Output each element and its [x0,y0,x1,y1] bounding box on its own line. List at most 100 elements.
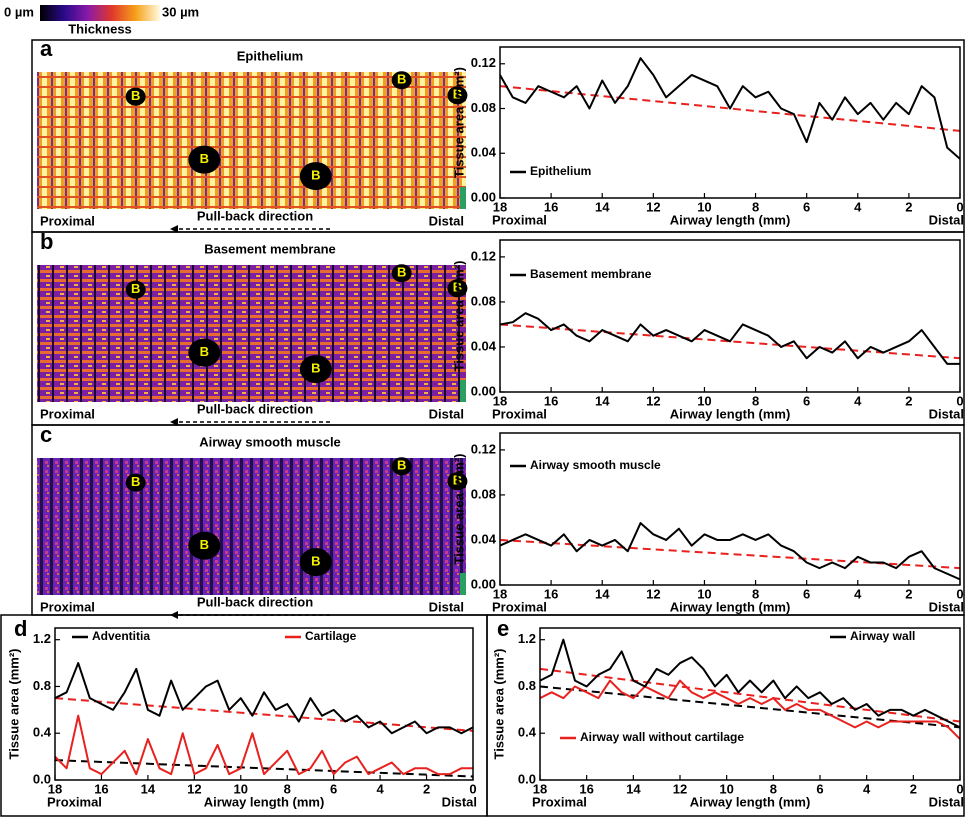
x-tick-label: 16 [94,781,108,796]
x-end-label: Distal [929,212,964,227]
y-axis-label: Tissue area (mm²) [491,648,506,759]
bronchiole [391,457,412,476]
bronchiole [391,71,412,90]
x-tick-label: 4 [854,199,862,214]
direction-label: Pull-back direction [197,594,313,609]
x-tick-label: 8 [752,586,759,601]
scale-marker [460,187,466,209]
scale-marker [460,380,466,402]
bronchiole [188,338,221,367]
x-tick-label: 0 [956,393,963,408]
x-start-label: Proximal [532,794,587,809]
panel-letter: a [40,36,53,61]
x-tick-label: 14 [141,781,156,796]
x-tick-label: 12 [673,781,687,796]
bronchiole-label: B [200,537,209,552]
legend-label: Airway wall [850,629,915,643]
x-axis-label: Airway length (mm) [690,794,811,809]
x-tick-label: 16 [544,199,558,214]
y-tick-label: 0.4 [518,725,537,740]
x-tick-label: 10 [697,586,711,601]
series-line [54,662,474,735]
x-tick-label: 16 [544,393,558,408]
plot-frame [539,627,961,781]
x-tick-label: 18 [493,393,507,408]
bronchiole-label: B [397,458,406,473]
x-tick-label: 18 [533,781,547,796]
colorbar [40,5,160,21]
bronchiole-label: B [131,88,140,103]
x-tick-label: 6 [803,586,810,601]
proximal-label: Proximal [40,406,95,421]
x-tick-label: 10 [234,781,248,796]
colorbar-title: Thickness [68,21,132,36]
y-tick-label: 0.00 [471,189,496,204]
bronchiole-label: B [311,554,320,569]
thickness-map [37,265,466,402]
x-end-label: Distal [929,599,964,614]
x-tick-label: 10 [697,393,711,408]
x-end-label: Distal [929,406,964,421]
colorbar-max: 30 µm [162,4,199,19]
x-tick-label: 14 [595,586,610,601]
y-tick-label: 0.04 [471,338,497,353]
x-tick-label: 6 [330,781,337,796]
y-tick-label: 0.08 [471,293,496,308]
trend-line [539,667,961,723]
distal-label: Distal [429,213,464,228]
bronchiole-label: B [453,280,462,295]
y-tick-label: 0.04 [471,145,497,160]
y-tick-label: 0.12 [471,55,496,70]
y-tick-label: 1.2 [33,631,51,646]
y-tick-label: 0.0 [33,771,51,786]
bronchiole [391,264,412,283]
bronchiole [447,279,468,298]
trend-line [499,538,961,570]
x-start-label: Proximal [492,406,547,421]
series-line [499,57,961,160]
scale-marker [460,573,466,595]
bronchiole-label: B [200,151,209,166]
panel-frame [486,614,965,817]
x-tick-label: 0 [469,781,476,796]
bronchiole [125,473,146,492]
x-tick-label: 4 [863,781,871,796]
bronchiole-label: B [131,474,140,489]
x-tick-label: 16 [544,586,558,601]
y-tick-label: 0.12 [471,441,496,456]
thickness-map [37,72,466,209]
panel-letter: c [40,422,52,447]
panel-letter: e [497,616,509,641]
plot-frame [499,239,961,393]
y-tick-label: 0.0 [518,771,536,786]
bronchiole-label: B [311,361,320,376]
y-tick-label: 0.08 [471,486,496,501]
image-title: Epithelium [237,48,303,63]
series-line [499,522,961,581]
image-title: Airway smooth muscle [199,434,341,449]
trend-line [54,759,474,778]
y-tick-label: 0.4 [33,725,52,740]
legend-label: Basement membrane [530,267,652,281]
x-tick-label: 2 [905,393,912,408]
arrow-head [170,225,178,233]
y-tick-label: 0.8 [33,678,51,693]
x-tick-label: 0 [956,781,963,796]
x-tick-label: 2 [910,781,917,796]
x-tick-label: 8 [770,781,777,796]
x-tick-label: 8 [752,393,759,408]
panel-letter: d [14,616,27,641]
legend-label: Airway wall without cartilage [580,730,744,744]
x-end-label: Distal [442,794,477,809]
y-tick-label: 0.12 [471,248,496,263]
x-tick-label: 6 [803,393,810,408]
x-tick-label: 10 [719,781,733,796]
y-tick-label: 0.08 [471,100,496,115]
x-tick-label: 18 [493,586,507,601]
image-title: Basement membrane [204,241,336,256]
y-axis-label: Tissue area (mm²) [451,260,466,371]
y-tick-label: 0.04 [471,531,497,546]
proximal-label: Proximal [40,599,95,614]
plot-frame [499,432,961,586]
x-tick-label: 14 [595,393,610,408]
